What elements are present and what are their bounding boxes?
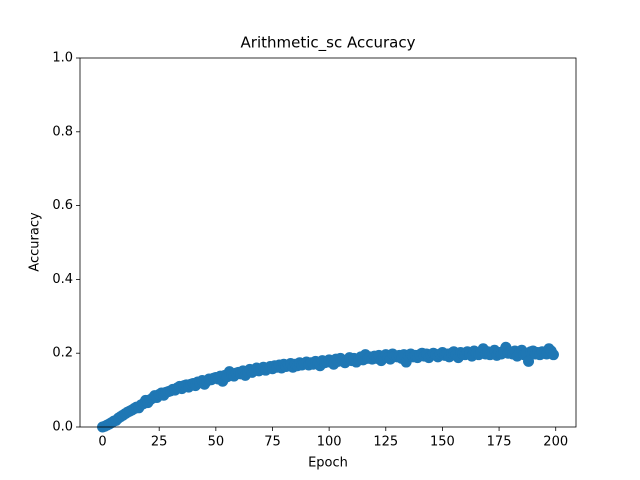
- y-tick-label: 0.8: [52, 124, 73, 139]
- y-tick-label: 0.4: [52, 272, 73, 287]
- x-tick-label: 0: [98, 435, 106, 450]
- x-tick-label: 25: [151, 435, 168, 450]
- y-tick-label: 0.6: [52, 198, 73, 213]
- x-tick-label: 75: [264, 435, 281, 450]
- y-tick-label: 1.0: [52, 51, 73, 66]
- y-axis-label: Accuracy: [28, 212, 43, 272]
- x-tick-label: 150: [430, 435, 455, 450]
- point: [547, 349, 559, 361]
- x-axis-label: Epoch: [308, 456, 348, 471]
- x-tick-label: 50: [208, 435, 225, 450]
- chart-title: Arithmetic_sc Accuracy: [241, 34, 416, 53]
- plot-frame: [79, 57, 577, 428]
- x-tick-label: 175: [487, 435, 512, 450]
- y-tick-label: 0.0: [52, 420, 73, 435]
- point: [523, 355, 535, 367]
- x-tick-label: 100: [317, 435, 342, 450]
- x-tick-label: 200: [543, 435, 568, 450]
- x-tick-label: 125: [373, 435, 398, 450]
- y-tick-label: 0.2: [52, 346, 73, 361]
